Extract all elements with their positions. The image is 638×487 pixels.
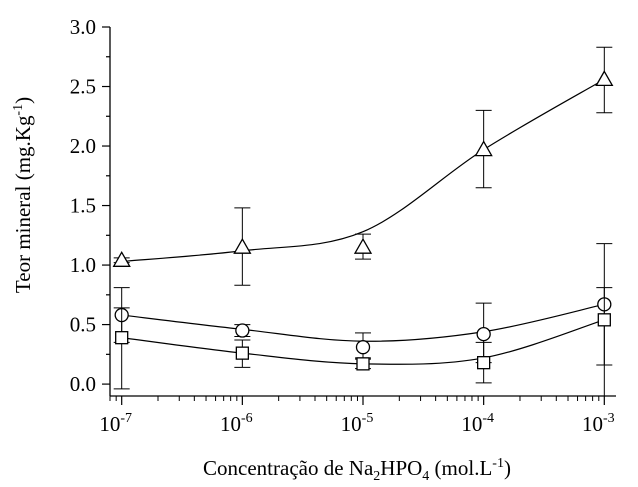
triangle-marker — [233, 237, 252, 254]
y-tick-label: 0.0 — [70, 372, 96, 396]
circle-marker — [355, 340, 371, 355]
x-tick-label: 10-7 — [99, 411, 132, 436]
triangle-marker — [474, 140, 493, 157]
circle-marker — [476, 326, 491, 342]
y-tick-label: 3.0 — [70, 15, 96, 39]
square-marker — [356, 357, 370, 371]
triangle-marker — [595, 70, 614, 87]
x-axis-label: Concentração de Na2HPO4 (mol.L-1) — [203, 456, 511, 482]
axes: 0.0 0.5 1.0 1.5 2.0 2.5 3.0 10-7 10-6 10-5 10-4 10-… — [70, 15, 616, 436]
y-tick-label: 0.5 — [70, 313, 96, 337]
x-tick-label: 10-3 — [582, 411, 615, 436]
y-tick-label: 2.0 — [70, 134, 96, 158]
triangle-marker — [112, 250, 131, 267]
x-tick-label: 10-5 — [341, 411, 374, 436]
square-marker — [235, 346, 249, 360]
square-marker — [115, 331, 129, 345]
square-marker — [597, 313, 611, 327]
circle-marker — [235, 323, 250, 338]
y-tick-label: 1.5 — [70, 194, 96, 218]
y-axis-label: Teor mineral (mg.Kg-1) — [11, 97, 35, 293]
y-tick-label: 2.5 — [70, 75, 96, 99]
square-marker — [477, 356, 491, 370]
x-tick-label: 10-6 — [220, 411, 253, 436]
plot-area — [112, 46, 614, 397]
y-tick-label: 1.0 — [70, 253, 96, 277]
x-tick-label: 10-4 — [461, 411, 494, 436]
triangle-fit-curve — [121, 78, 605, 263]
triangle-marker — [353, 237, 373, 254]
